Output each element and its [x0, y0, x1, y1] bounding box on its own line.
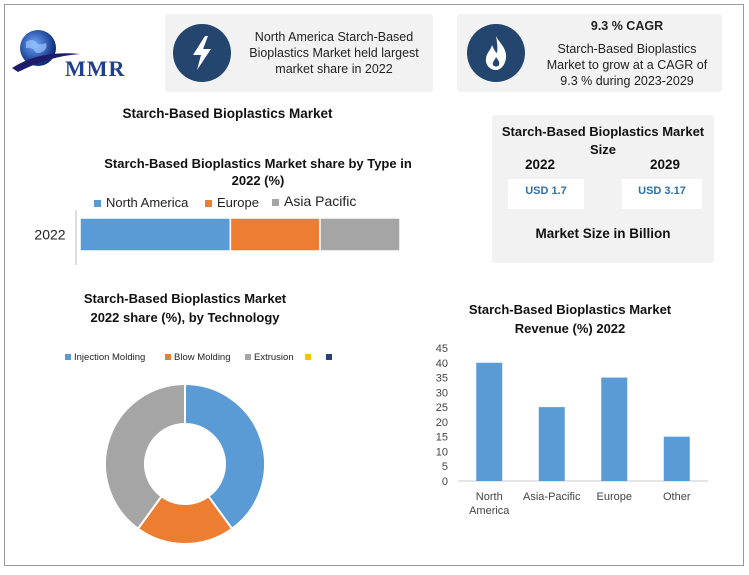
donut-slice-injection-molding [184, 382, 266, 531]
revenue-bar-europe [601, 377, 628, 481]
revenue-bar-north-america [476, 362, 503, 481]
technology-legend-item [305, 352, 314, 363]
technology-legend-item: Blow Molding [165, 352, 231, 363]
market-size-value-2022: USD 1.7 [508, 179, 584, 209]
technology-legend-item: Extrusion [245, 352, 294, 363]
legend-north-america: North America [94, 195, 188, 210]
logo-text: MMR [65, 56, 126, 81]
revenue-y-tick-label: 25 [436, 402, 448, 414]
revenue-y-tick-label: 15 [436, 432, 448, 444]
revenue-bar-other [663, 436, 690, 481]
cagr-title: 9.3 % CAGR [590, 19, 664, 33]
donut-slice-extrusion [104, 382, 186, 531]
revenue-category-label: Other [663, 491, 691, 503]
revenue-y-tick-label: 5 [442, 461, 448, 473]
technology-legend-item: Injection Molding [65, 352, 145, 363]
revenue-chart-title: Starch-Based Bioplastics Market Revenue … [468, 302, 672, 336]
revenue-category-label: Asia-Pacific [523, 491, 581, 503]
globe-icon [12, 30, 80, 72]
revenue-y-tick-label: 40 [436, 358, 448, 370]
revenue-category-label: Europe [597, 491, 632, 503]
revenue-y-tick-label: 20 [436, 417, 448, 429]
legend-asia-pacific: Asia Pacific [272, 193, 356, 209]
revenue-y-tick-label: 35 [436, 373, 448, 385]
stack-segment-north-america [79, 217, 232, 252]
market-size-value-2029: USD 3.17 [622, 179, 702, 209]
stack-segment-asia-pacific [319, 217, 401, 252]
revenue-bar-asia-pacific [538, 407, 565, 481]
technology-legend-item [326, 352, 335, 363]
technology-share-chart-title: Starch-Based Bioplastics Market 2022 sha… [83, 291, 287, 325]
revenue-bar-chart: 0 5 10 15 20 25 30 35 40 45 North America Asia-Pacif… [436, 343, 708, 517]
infographic-frame [4, 4, 744, 566]
revenue-y-tick-label: 0 [442, 476, 448, 488]
market-size-footer: Market Size in Billion [535, 226, 671, 241]
stack-segment-europe [229, 217, 321, 252]
market-size-title: Starch-Based Bioplastics Market Size [501, 124, 705, 157]
legend-europe: Europe [205, 195, 259, 210]
market-size-year-2022: 2022 [524, 157, 556, 172]
brand-logo [10, 28, 135, 83]
revenue-y-tick-label: 30 [436, 387, 448, 399]
market-size-card: Starch-Based Bioplastics Market Size 202… [492, 115, 714, 263]
info-card-1-text: North America Starch-Based Bioplastics M… [249, 30, 419, 76]
flame-icon [467, 24, 525, 82]
info-card-2-text: Starch-Based Bioplastics Market to grow … [546, 42, 708, 88]
revenue-category-label: North [476, 491, 503, 503]
info-card-largest-share: North America Starch-Based Bioplastics M… [165, 14, 433, 92]
market-size-year-2029: 2029 [649, 157, 681, 172]
info-card-cagr: 9.3 % CAGR Starch-Based Bioplastics Mark… [457, 14, 722, 92]
lightning-icon [173, 24, 231, 82]
revenue-y-tick-label: 10 [436, 446, 448, 458]
revenue-y-tick-label: 45 [436, 343, 448, 355]
technology-donut-chart [104, 382, 266, 545]
revenue-category-label: America [469, 505, 510, 517]
main-title: Starch-Based Bioplastics Market [122, 106, 333, 121]
type-share-stacked-bar-chart: 2022 [34, 210, 401, 265]
type-share-chart-title: Starch-Based Bioplastics Market share by… [104, 156, 412, 188]
stack-category-label: 2022 [34, 227, 65, 243]
